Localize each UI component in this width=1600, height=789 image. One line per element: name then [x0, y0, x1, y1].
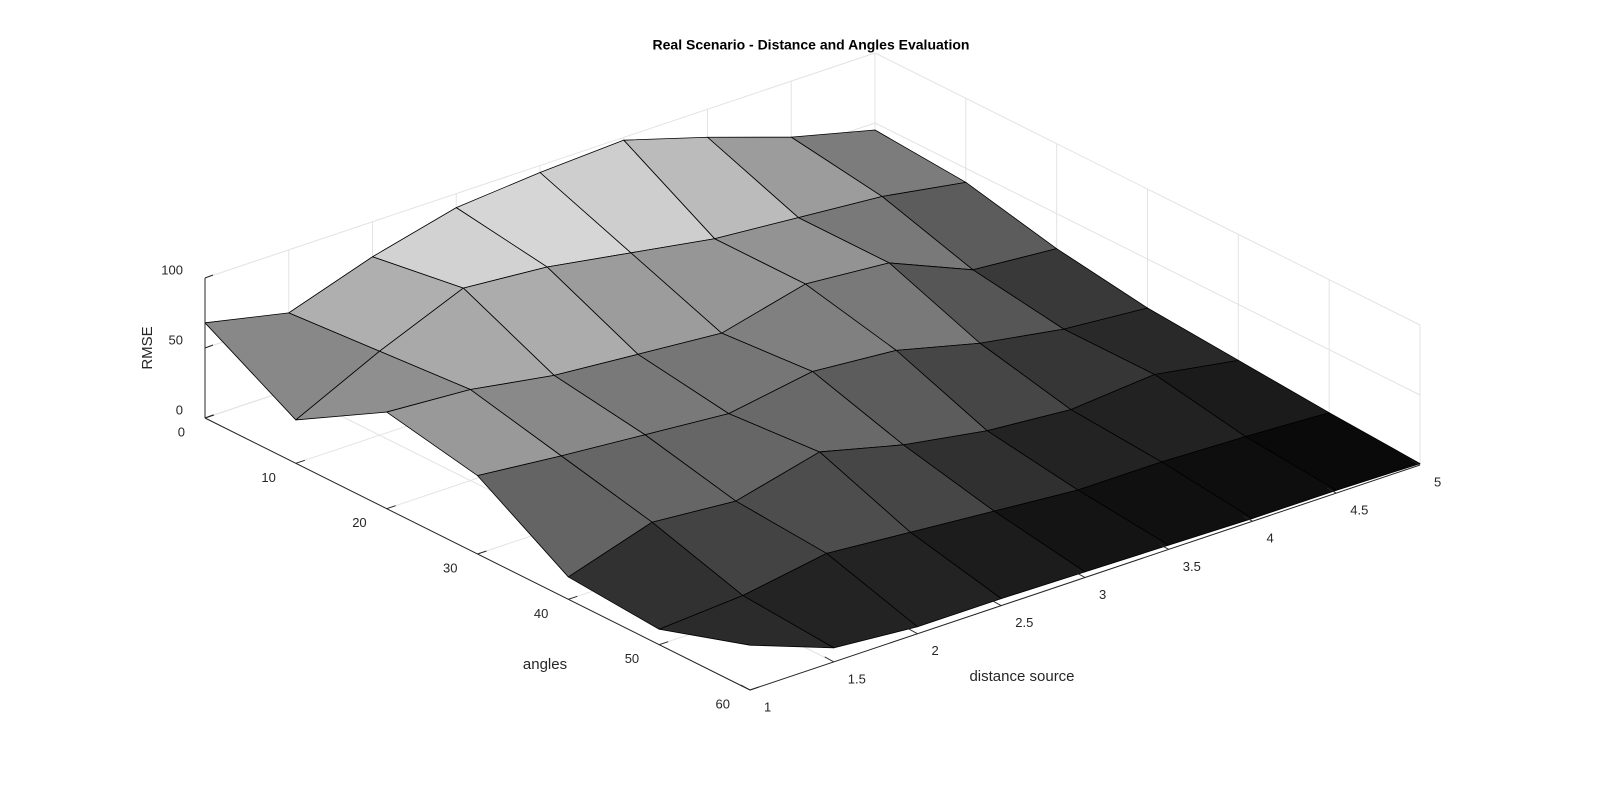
x-tick-label: 2 [932, 643, 939, 658]
x-tick-label: 5 [1434, 474, 1441, 489]
grid-line [874, 52, 1421, 326]
surface-face [658, 595, 835, 649]
x-tick-label: 4 [1267, 531, 1274, 546]
y-tick-label: 20 [352, 515, 366, 530]
x-tick [1243, 515, 1253, 522]
x-tick-label: 3 [1099, 587, 1106, 602]
x-tick [1159, 543, 1169, 550]
x-tick-label: 3.5 [1183, 559, 1201, 574]
x-axis-label: distance source [969, 668, 1074, 685]
x-tick [992, 600, 1002, 607]
x-tick-label: 2.5 [1015, 615, 1033, 630]
chart-title: Real Scenario - Distance and Angles Eval… [653, 37, 970, 53]
z-tick [204, 274, 214, 279]
surface [204, 129, 1421, 649]
y-tick [749, 686, 760, 691]
x-tick-label: 1 [764, 699, 771, 714]
grid-line [204, 52, 876, 279]
x-tick-label: 4.5 [1350, 503, 1368, 518]
y-tick-label: 30 [443, 560, 457, 575]
z-tick [204, 344, 214, 349]
y-tick-label: 40 [534, 606, 548, 621]
grid-line [874, 122, 1421, 396]
axes: 0 50 100 0 10 20 30 40 50 60 1 1.5 2 2.5 3 3.5 4 4.5 5 [161, 262, 1441, 714]
y-tick-label: 50 [625, 651, 639, 666]
y-tick-label: 60 [716, 696, 730, 711]
y-tick [568, 595, 578, 600]
z-tick-label: 50 [169, 332, 183, 347]
x-tick-label: 1.5 [848, 671, 866, 686]
x-tick [908, 628, 918, 635]
y-tick-label: 0 [178, 424, 185, 439]
x-tick [740, 684, 751, 691]
z-tick-label: 100 [161, 262, 183, 277]
x-tick [1327, 487, 1337, 494]
x-tick [824, 656, 834, 663]
z-tick-label: 0 [176, 402, 183, 417]
x-tick [1410, 459, 1421, 466]
y-tick [204, 414, 215, 419]
y-tick [659, 641, 669, 646]
y-tick [295, 459, 305, 464]
y-tick [477, 550, 487, 555]
y-tick [386, 505, 396, 510]
y-tick-label: 10 [261, 470, 275, 485]
z-axis-label: RMSE [139, 326, 156, 369]
y-axis-label: angles [523, 656, 567, 673]
x-tick [1075, 572, 1086, 578]
